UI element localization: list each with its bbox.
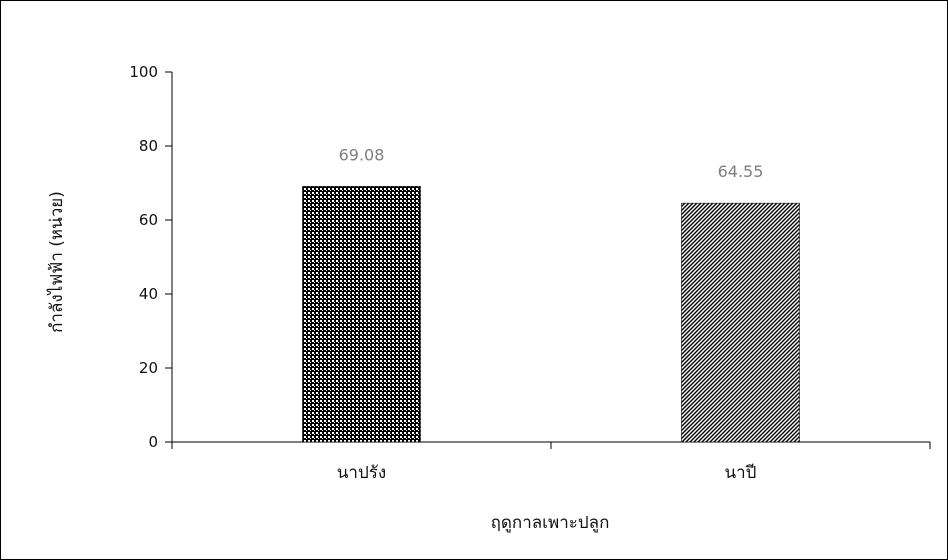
bar <box>681 202 800 443</box>
y-tick-label: 80 <box>139 137 158 155</box>
y-tick-label: 100 <box>129 63 158 81</box>
y-tick-label: 0 <box>148 433 158 451</box>
y-tick-label: 20 <box>139 359 158 377</box>
x-category-label: นาปี <box>725 463 757 483</box>
data-label: 69.08 <box>339 145 385 164</box>
data-label: 64.55 <box>718 162 764 181</box>
y-tick-label: 60 <box>139 211 158 229</box>
x-category-label: นาปรัง <box>337 463 386 483</box>
y-axis-title: กำลังไฟฟ้า (หน่วย) <box>46 191 67 333</box>
bar <box>302 186 421 443</box>
y-tick-label: 40 <box>139 285 158 303</box>
x-axis-title: ฤดูกาลเพาะปลูก <box>491 513 610 533</box>
